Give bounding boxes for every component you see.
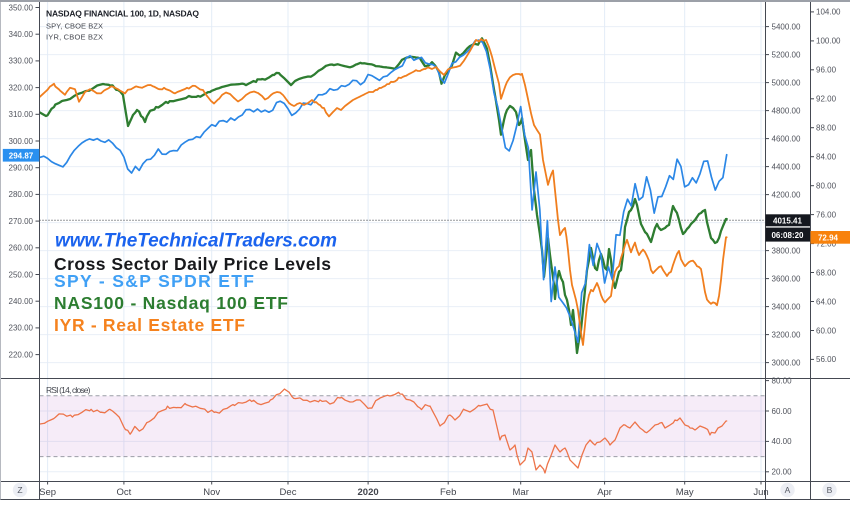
svg-text:88.00: 88.00 [816,124,837,133]
svg-text:B: B [827,485,833,495]
svg-text:40.00: 40.00 [772,437,793,446]
svg-text:92.00: 92.00 [816,95,837,104]
svg-text:96.00: 96.00 [816,66,837,75]
svg-text:300.00: 300.00 [9,137,34,146]
svg-text:340.00: 340.00 [9,30,34,39]
svg-text:3800.00: 3800.00 [772,246,801,255]
svg-text:NASDAQ FINANCIAL 100, 1D, NASD: NASDAQ FINANCIAL 100, 1D, NASDAQ [46,9,199,19]
svg-text:3000.00: 3000.00 [772,358,801,367]
svg-text:4800.00: 4800.00 [772,106,801,115]
svg-text:290.00: 290.00 [9,164,34,173]
svg-text:3600.00: 3600.00 [772,274,801,283]
svg-text:5200.00: 5200.00 [772,50,801,59]
svg-text:3400.00: 3400.00 [772,302,801,311]
svg-text:260.00: 260.00 [9,244,34,253]
svg-text:5400.00: 5400.00 [772,22,801,31]
svg-text:Oct: Oct [117,487,132,498]
svg-text:280.00: 280.00 [9,190,34,199]
svg-text:Apr: Apr [597,487,612,498]
svg-text:4200.00: 4200.00 [772,190,801,199]
svg-text:2020: 2020 [358,487,379,498]
svg-text:294.87: 294.87 [9,151,34,160]
svg-text:60.00: 60.00 [772,407,793,416]
svg-text:320.00: 320.00 [9,83,34,92]
svg-text:RSI (14, close): RSI (14, close) [46,385,91,395]
svg-text:Dec: Dec [280,487,297,498]
svg-text:06:08:20: 06:08:20 [771,231,804,240]
svg-text:Nov: Nov [203,487,220,498]
svg-text:Jun: Jun [753,487,768,498]
svg-text:56.00: 56.00 [816,355,837,364]
svg-text:IYR - Real Estate ETF: IYR - Real Estate ETF [54,315,245,335]
svg-text:80.00: 80.00 [772,376,793,385]
svg-text:SPY, CBOE BZX: SPY, CBOE BZX [46,22,103,31]
svg-text:4400.00: 4400.00 [772,162,801,171]
svg-text:www.TheTechnicalTraders.com: www.TheTechnicalTraders.com [55,231,337,252]
svg-text:May: May [676,487,694,498]
svg-text:100.00: 100.00 [816,37,841,46]
svg-text:84.00: 84.00 [816,153,837,162]
svg-text:80.00: 80.00 [816,182,837,191]
svg-text:250.00: 250.00 [9,270,34,279]
svg-text:310.00: 310.00 [9,110,34,119]
svg-text:270.00: 270.00 [9,217,34,226]
svg-text:20.00: 20.00 [772,468,793,477]
svg-text:IYR, CBOE BZX: IYR, CBOE BZX [46,33,103,42]
svg-text:5000.00: 5000.00 [772,78,801,87]
svg-text:68.00: 68.00 [816,268,837,277]
svg-text:Feb: Feb [440,487,456,498]
svg-text:Mar: Mar [513,487,529,498]
svg-text:Z: Z [17,485,22,495]
svg-text:230.00: 230.00 [9,324,34,333]
svg-text:220.00: 220.00 [9,350,34,359]
svg-text:72.94: 72.94 [818,234,839,243]
svg-text:240.00: 240.00 [9,297,34,306]
svg-text:104.00: 104.00 [816,8,841,17]
svg-text:A: A [785,485,791,495]
svg-text:330.00: 330.00 [9,57,34,66]
svg-text:4015.41: 4015.41 [773,216,802,225]
svg-text:SPY - S&P SPDR ETF: SPY - S&P SPDR ETF [54,271,254,291]
svg-text:Sep: Sep [39,487,56,498]
svg-text:76.00: 76.00 [816,210,837,219]
svg-text:60.00: 60.00 [816,326,837,335]
svg-text:64.00: 64.00 [816,297,837,306]
svg-text:3200.00: 3200.00 [772,330,801,339]
svg-text:350.00: 350.00 [9,3,34,12]
svg-text:4600.00: 4600.00 [772,134,801,143]
svg-text:NAS100 - Nasdaq 100 ETF: NAS100 - Nasdaq 100 ETF [54,293,288,313]
